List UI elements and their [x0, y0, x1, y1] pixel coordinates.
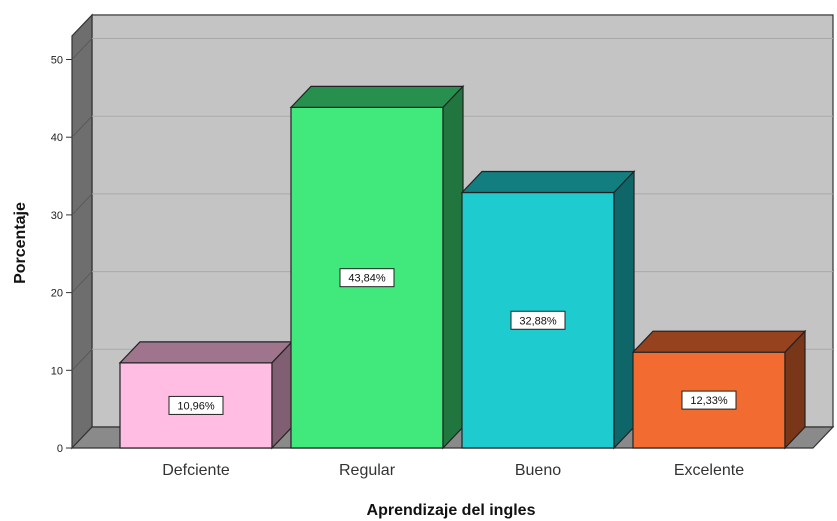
gridline-side	[71, 115, 93, 138]
bar-top	[289, 85, 465, 108]
data-label-box	[681, 390, 737, 410]
bar-regular	[289, 84, 465, 450]
bar-side	[442, 84, 464, 450]
bar-top	[460, 170, 636, 194]
bar-excelente	[631, 329, 807, 450]
bar-side	[784, 329, 806, 450]
data-label-text: 10,96%	[177, 400, 215, 412]
x-axis-categories: Defciente Regular Bueno Excelente	[162, 462, 744, 479]
gridline-side	[71, 271, 93, 293]
gridline-side	[71, 349, 93, 371]
bars	[118, 84, 807, 450]
x-category-label: Defciente	[162, 462, 230, 479]
bar-top	[118, 341, 294, 364]
y-axis-ticks: 0 10 20 30 40 50	[51, 55, 72, 455]
data-label-box	[168, 395, 224, 415]
bar-defciente	[118, 340, 294, 450]
bar-bueno	[460, 170, 636, 450]
gridline-side	[71, 38, 93, 60]
data-label-box	[339, 268, 395, 288]
y-tick-label: 50	[51, 55, 63, 67]
data-label: 10,96%	[168, 395, 224, 415]
data-labels: 10,96% 43,84% 32,88% 12,33%	[168, 268, 737, 415]
y-tick-label: 10	[51, 365, 63, 377]
left-wall	[71, 13, 93, 450]
y-tick-label: 20	[51, 288, 63, 300]
y-tick-label: 30	[51, 210, 63, 222]
y-axis-title: Porcentaje	[12, 202, 29, 284]
data-label: 32,88%	[510, 310, 566, 330]
x-axis-title: Aprendizaje del ingles	[367, 502, 536, 519]
gridline-side	[71, 193, 93, 216]
x-category-label: Excelente	[674, 462, 744, 479]
y-tick-label: 40	[51, 132, 63, 144]
data-label-text: 12,33%	[690, 395, 728, 407]
data-label-text: 32,88%	[519, 315, 557, 327]
data-label-box	[510, 310, 566, 330]
data-label-text: 43,84%	[348, 273, 386, 285]
data-label: 12,33%	[681, 390, 737, 410]
y-tick-label: 0	[57, 443, 63, 455]
x-category-label: Regular	[339, 462, 396, 479]
bar-top	[631, 330, 807, 353]
x-category-label: Bueno	[515, 462, 561, 479]
bar-side	[613, 170, 635, 450]
data-label: 43,84%	[339, 268, 395, 288]
